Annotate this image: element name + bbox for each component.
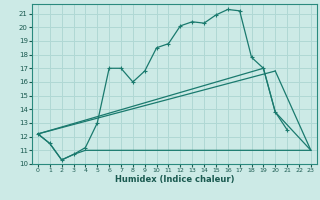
X-axis label: Humidex (Indice chaleur): Humidex (Indice chaleur) [115, 175, 234, 184]
